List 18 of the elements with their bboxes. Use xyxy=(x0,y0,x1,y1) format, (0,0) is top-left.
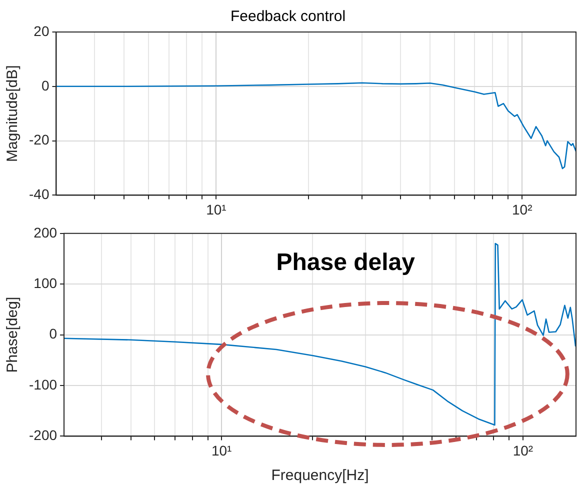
y-tick-label: 0 xyxy=(49,326,58,342)
y-axis-title: Phase[deg] xyxy=(4,296,22,373)
x-tick-label: 10¹ xyxy=(211,442,232,458)
y-tick-label: 0 xyxy=(41,77,50,94)
y-tick-label: -20 xyxy=(29,132,50,148)
y-tick-label: -200 xyxy=(28,427,58,444)
annotation: Phase delay xyxy=(276,249,416,276)
x-tick-label: 10¹ xyxy=(206,201,227,218)
y-tick-label: -40 xyxy=(29,186,50,202)
y-tick-label: -100 xyxy=(28,376,58,392)
y-tick-label: 20 xyxy=(34,22,50,39)
y-tick-label: 100 xyxy=(34,274,58,291)
x-tick-label: 10² xyxy=(512,201,533,218)
y-tick-label: 200 xyxy=(34,224,58,240)
chart-title: Feedback control xyxy=(230,8,346,26)
y-axis-title: Magnitude[dB] xyxy=(4,65,22,162)
x-axis-title: Frequency[Hz] xyxy=(271,467,369,484)
x-tick-label: 10² xyxy=(512,442,534,458)
